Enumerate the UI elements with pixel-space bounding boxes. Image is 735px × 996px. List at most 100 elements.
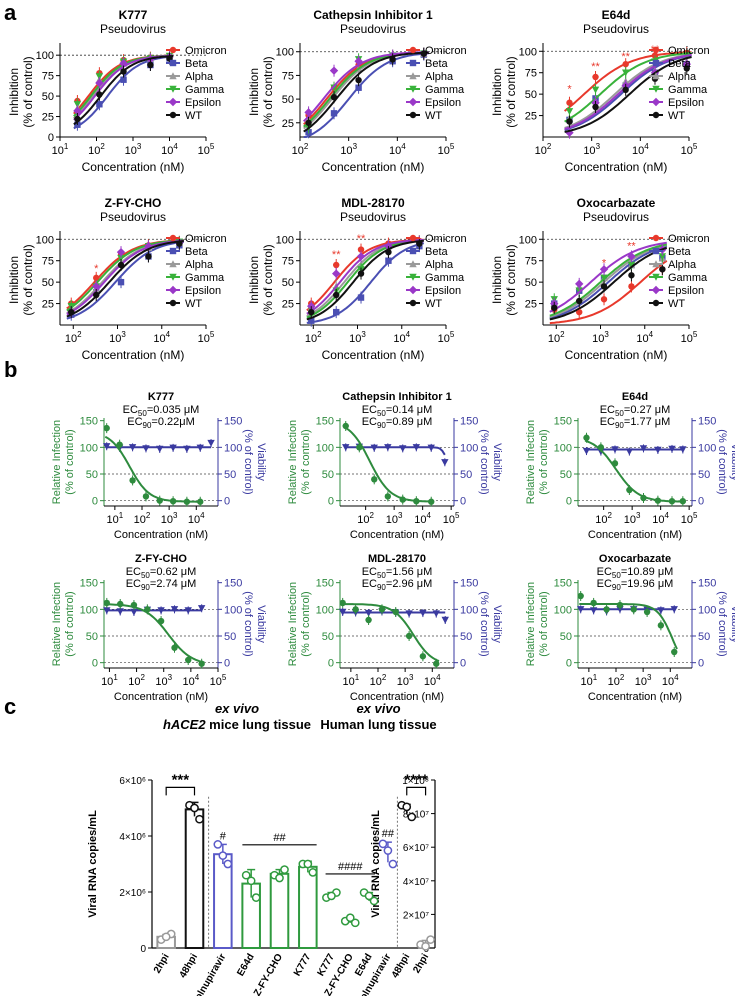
infection-point (130, 601, 138, 609)
significance-star: * (602, 258, 607, 270)
y-tick-label: 100 (519, 234, 537, 246)
chart-title-italic: ex vivo (356, 701, 400, 716)
replicate-point (364, 891, 374, 901)
significance-star: ** (651, 44, 660, 56)
x-category-label: 2hpi (411, 952, 431, 975)
x-tick-label: 104 (652, 511, 669, 526)
significance-star: * (577, 307, 582, 319)
y-tick-label-right: 150 (460, 416, 478, 428)
x-tick-label: 104 (183, 673, 200, 688)
replicate-point (251, 893, 261, 902)
y-tick-label-right: 0 (224, 658, 230, 670)
ec50-prefix: EC (362, 566, 377, 578)
infection-point (583, 434, 590, 441)
replicate-point (308, 868, 318, 877)
y-axis-label-2: (% of control) (21, 56, 35, 127)
data-point-wt (357, 270, 365, 277)
chart-title: E64d (622, 391, 648, 403)
y-axis-label-right: Viability (491, 605, 503, 643)
significance-star: ** (591, 61, 600, 73)
replicate-point (407, 812, 417, 822)
ec50-subscript: 50 (377, 571, 386, 580)
y-tick-label-left: 100 (554, 442, 572, 454)
x-tick-label: 103 (109, 330, 126, 345)
data-point-gamma (565, 108, 574, 115)
y-tick-label: 100 (36, 234, 54, 246)
data-point-epsilon (599, 265, 609, 274)
y-axis-label: Inhibition (7, 68, 21, 116)
legend-marker (409, 247, 417, 255)
ec50-prefix: EC (600, 404, 615, 416)
legend-marker (409, 72, 417, 80)
x-category-label: Z-FY-CHO (252, 952, 285, 996)
y-tick-label: 75 (525, 256, 537, 268)
legend-label: Beta (185, 58, 209, 70)
legend-label: Gamma (668, 84, 708, 96)
x-tick-label: 105 (681, 511, 698, 526)
legend-marker (408, 97, 418, 107)
y-axis-label: Inhibition (247, 68, 261, 116)
data-point-epsilon (95, 78, 104, 88)
legend-label: Alpha (425, 71, 454, 83)
x-axis-label: Concentration (nM) (322, 348, 425, 362)
y-tick-label-left: 100 (80, 604, 98, 616)
legend-label: WT (425, 298, 442, 310)
legend-label: Alpha (185, 259, 214, 271)
data-point-epsilon (575, 279, 584, 289)
y-tick-label-left: 100 (554, 604, 572, 616)
y-tick-label-right: 150 (460, 578, 478, 590)
legend-label: Epsilon (185, 285, 221, 297)
y-tick-label: 75 (42, 256, 54, 268)
ec90-value: =0.22μM (151, 416, 194, 428)
data-point-omicron (592, 73, 599, 81)
data-point-beta (357, 294, 365, 301)
ec50-value: =0.035 μM (147, 404, 200, 416)
x-axis-label: Concentration (nM) (350, 691, 444, 703)
y-tick-label-right: 150 (224, 416, 242, 428)
legend-label: Omicron (425, 233, 467, 245)
replicate-point (327, 891, 336, 901)
data-point-wt (355, 76, 362, 84)
viability-point (654, 446, 662, 454)
legend-marker (169, 111, 177, 119)
replicate-point (383, 846, 393, 855)
replicate-point (350, 918, 360, 928)
legend-marker (409, 85, 417, 93)
y-axis-label: Inhibition (490, 68, 504, 116)
infection-point (339, 599, 346, 607)
legend-label: Omicron (185, 233, 227, 245)
ec50-label: EC50=0.27 μM (600, 404, 671, 418)
infection-point (116, 441, 123, 448)
chart-subtitle: Pseudovirus (340, 210, 406, 224)
viability-point (197, 605, 206, 612)
legend-label: Gamma (668, 272, 708, 284)
legend-marker (652, 299, 660, 307)
viability-point (432, 610, 440, 618)
infection-point (405, 632, 413, 640)
significance-hash: # (220, 830, 227, 842)
y-tick-label-left: 150 (554, 416, 572, 428)
significance-star: ** (332, 249, 341, 261)
y-tick-label-left: 0 (92, 658, 98, 670)
curve-epsilon (66, 239, 184, 316)
significance-star: ** (627, 241, 636, 253)
x-axis-label: Concentration (nM) (588, 529, 682, 541)
infection-point (643, 608, 651, 616)
data-point-omicron (566, 99, 573, 106)
data-point-gamma (591, 86, 600, 94)
infection-point (352, 606, 359, 613)
data-point-epsilon (354, 57, 363, 66)
y-axis-label-2: (% of control) (504, 56, 518, 127)
replicate-point (241, 870, 251, 880)
y-axis-label-right-2: (% of control) (242, 591, 254, 656)
replicate-point (161, 932, 171, 942)
significance-star: * (567, 83, 572, 95)
significance-bracket (406, 786, 427, 796)
ec90-label: EC90=0.22μM (127, 416, 195, 430)
y-tick-label: 2×10⁷ (403, 910, 430, 921)
bar-z-fy-cho (269, 872, 290, 949)
